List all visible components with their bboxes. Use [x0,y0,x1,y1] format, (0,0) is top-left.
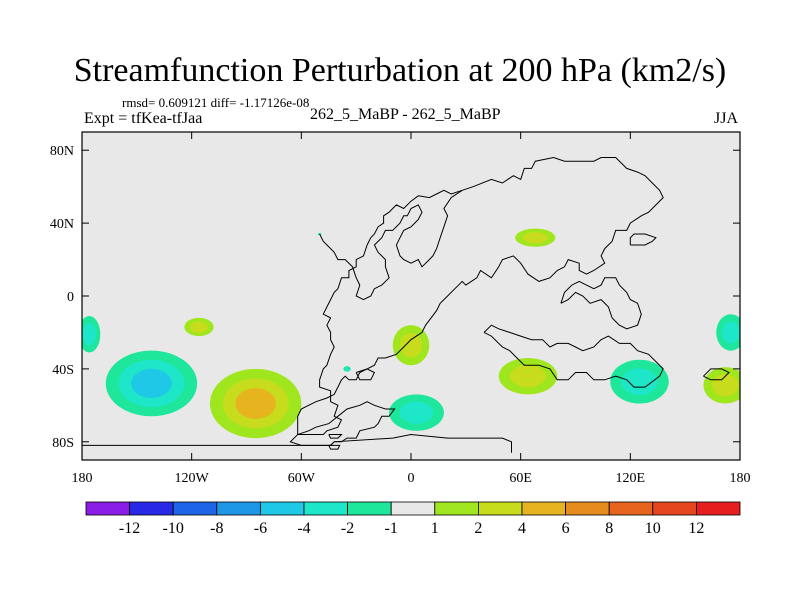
contour-fill [189,321,208,333]
contour-feature [498,357,558,395]
colorbar-label: -2 [341,520,354,537]
coastline [560,277,642,330]
stats-line: rmsd= 0.609121 diff= -1.17126e-08 [122,95,310,110]
coastline [629,233,657,246]
contour-feature [392,325,430,366]
experiment-label: 262_5_MaBP - 262_5_MaBP [310,106,501,123]
colorbar-box [129,501,174,516]
x-tick-label: 0 [408,471,415,486]
colorbar: -12 -10 -8 -6 -4 -2 -1 1 2 4 6 8 10 12 [85,501,741,537]
contour-fill [131,368,172,399]
x-tick-label: 60W [288,471,316,486]
colorbar-box [172,501,218,516]
contour-fill [399,401,434,424]
y-tick-label: 40N [50,217,74,232]
contour-fill [721,321,740,344]
colorbar-box [390,501,436,516]
coastline [703,368,730,381]
colorbar-box [347,501,392,516]
contour-fill [235,388,276,419]
contour-fill [82,323,97,346]
colorbar-box [434,501,479,516]
expt-label: Expt = tfKea-tfJaa [84,110,203,127]
colorbar-label: -12 [119,520,140,537]
colorbar-box [259,501,305,516]
colorbar-label: 8 [605,520,613,537]
colorbar-label: 2 [474,520,482,537]
axes: 180 120W 60W 0 60E 120E 180 80N 40N 0 40S 80S [50,132,751,486]
season-label: JJA [714,110,739,127]
contour-fill [711,374,739,397]
colorbar-box [521,501,566,516]
contour-feature [389,394,444,431]
y-tick-label: 80S [52,436,74,451]
colorbar-box [85,501,130,516]
page-title: Streamfunction Perturbation at 200 hPa (… [73,52,727,89]
contour-feature [703,367,740,404]
x-tick-label: 180 [72,471,93,486]
contour-feature [184,317,214,337]
colorbar-box [608,501,654,516]
colorbar-box [216,501,261,516]
coastline [328,434,343,439]
x-tick-label: 60E [509,471,532,486]
contour-fill [509,364,546,388]
colorbar-label: -10 [163,520,184,537]
colorbar-box [652,501,697,516]
colorbar-box [303,501,348,516]
colorbar-box [477,501,523,516]
contour-fill [621,368,658,396]
colorbar-label: 1 [431,520,439,537]
coastline [319,189,463,301]
contour-fill [344,367,350,371]
coastline [483,324,664,388]
coastlines [82,156,730,453]
contour-feature [716,314,740,351]
colorbar-box [565,501,610,516]
colorbar-label: -8 [210,520,223,537]
contour-fills [82,228,740,439]
coastline [355,368,376,381]
contour-feature [610,359,669,404]
contour-fill [399,332,423,358]
contour-feature [82,316,101,353]
contour-feature [105,350,198,417]
contour-fill [522,232,548,244]
colorbar-label: -6 [254,520,267,537]
colorbar-label: 6 [562,520,570,537]
y-tick-label: 80N [50,144,74,159]
x-tick-label: 120E [616,471,646,486]
coastline [297,156,664,435]
colorbar-label: -1 [385,520,398,537]
coastline [82,433,512,453]
x-tick-label: 180 [730,471,751,486]
x-tick-label: 120W [175,471,210,486]
colorbar-label: 10 [645,520,661,537]
colorbar-box [696,501,741,516]
colorbar-label: 12 [688,520,704,537]
coastline [328,444,341,450]
contour-feature [343,366,351,372]
colorbar-label: 4 [518,520,526,537]
contour-feature [209,368,302,439]
colorbar-label: -4 [297,520,310,537]
y-tick-label: 0 [67,290,74,305]
contour-feature [515,228,556,247]
y-tick-label: 40S [52,363,74,378]
